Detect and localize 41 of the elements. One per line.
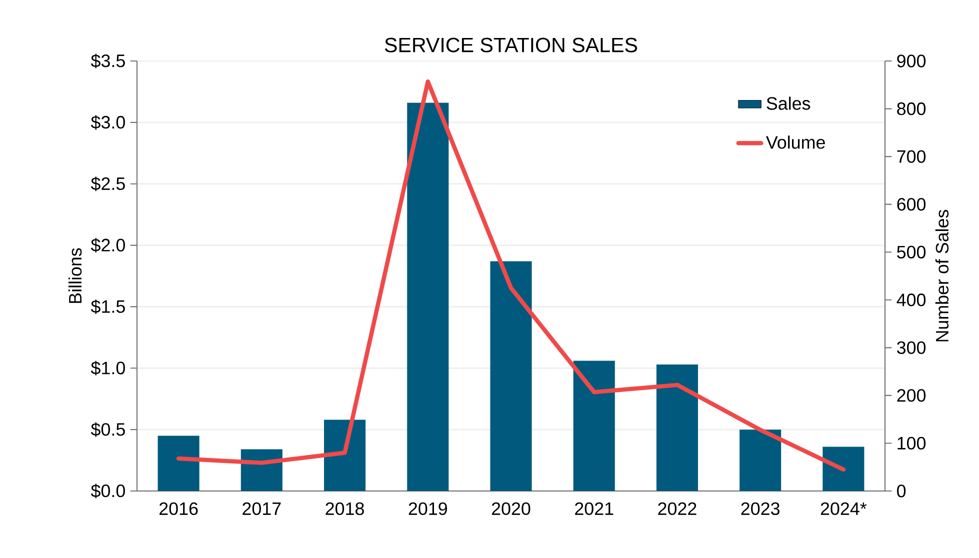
y-axis-title: Billions [68,248,82,303]
y-tick-label: $3.0 [90,115,125,130]
y2-tick-label: 200 [897,389,926,402]
x-tick-label: 2019 [408,502,447,516]
legend-label: Volume [766,136,825,149]
y2-tick-label: 0 [897,484,906,498]
x-tick-label: 2020 [492,502,530,516]
bar [656,364,698,491]
line-series [176,79,846,472]
y-tick-label: $1.5 [90,299,125,314]
y-tick-label: $2.0 [90,238,125,253]
y2-tick-label: 300 [897,341,926,354]
x-tick-label: 2022 [658,502,696,516]
x-tick-label: 2016 [160,502,198,516]
y2-tick-label: 700 [897,150,926,163]
bar [740,430,782,491]
y2-tick-label: 500 [897,246,926,258]
y-tick-label: $1.0 [90,360,125,376]
y2-tick-label: 900 [897,54,926,68]
y-tick-label: $0.5 [90,422,125,437]
bar [573,360,615,491]
bar [490,261,532,491]
x-tick-label: 2021 [575,502,614,516]
y2-tick-label: 800 [897,102,926,116]
chart-title: SERVICE STATION SALES [384,38,638,52]
y2-tick-label: 400 [896,294,926,306]
x-tick-label: 2017 [242,502,281,516]
y2-tick-label: 100 [898,436,926,450]
y2-tick-label: 600 [897,198,926,211]
y2-axis-title: Number of Sales [935,210,949,342]
x-tick-label: 2024* [820,502,867,516]
y-tick-label: $2.5 [90,176,125,192]
legend-label: Sales [766,96,810,110]
bar [324,420,366,491]
x-tick-label: 2018 [326,502,364,516]
y-tick-label: $3.5 [90,54,125,68]
x-tick-label: 2023 [741,502,780,516]
y-tick-label: $0.0 [90,484,125,498]
bar [407,102,449,491]
bar [822,446,864,491]
bar [158,436,200,491]
